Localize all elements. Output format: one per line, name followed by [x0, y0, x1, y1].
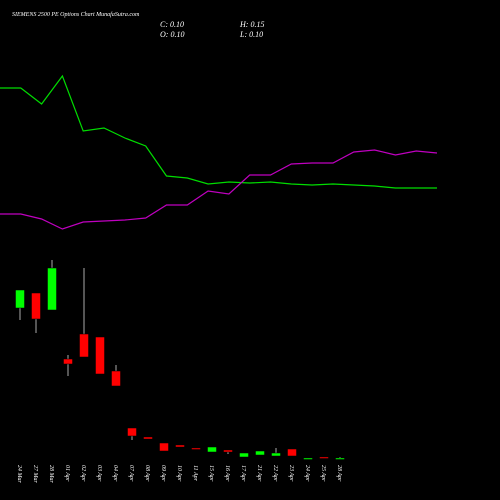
candle-body [95, 336, 105, 375]
x-tick-label: 03 Apr [96, 465, 102, 482]
candle-body [143, 436, 153, 440]
x-tick-label: 04 Apr [112, 465, 119, 482]
candle-body [159, 442, 169, 452]
candle-body [79, 333, 89, 358]
candle-body [271, 452, 281, 457]
x-tick-label: 23 Apr [288, 465, 294, 482]
x-tick-label: 02 Apr [80, 465, 86, 482]
x-tick-label: 16 Apr [224, 465, 230, 482]
candle-body [31, 292, 41, 320]
candle-body [47, 267, 57, 311]
candle-body [63, 358, 73, 365]
candle-body [303, 457, 313, 460]
chart-title: SIEMENS 2500 PE Options Chart MunafaSutr… [12, 11, 140, 18]
candle-body [175, 444, 185, 448]
x-tick-label: 25 Apr [320, 465, 326, 482]
x-tick-label: 24 Mar [16, 465, 23, 483]
candle-body [111, 370, 121, 387]
candle-body [223, 449, 233, 453]
x-tick-label: 21 Apr [256, 465, 262, 482]
x-tick-label: 11 Apr [192, 465, 198, 482]
x-tick-label: 08 Apr [144, 465, 150, 482]
candle-body [239, 452, 249, 458]
x-tick-label: 24 Apr [304, 465, 311, 482]
x-tick-label: 28 Mar [48, 465, 54, 483]
x-tick-label: 27 Mar [32, 465, 38, 483]
x-tick-label: 10 Apr [176, 465, 182, 482]
indicator-line [0, 149, 438, 230]
high-label: H: 0.15 [239, 20, 264, 29]
candle-body [191, 447, 201, 450]
indicator-line [0, 74, 437, 189]
candle-body [255, 450, 265, 456]
candle-body [319, 456, 329, 459]
x-tick-label: 01 Apr [64, 465, 70, 482]
x-tick-label: 15 Apr [208, 465, 214, 482]
candle-body [207, 446, 217, 453]
x-tick-label: 17 Apr [240, 465, 246, 482]
candle-body [15, 289, 25, 309]
candle-body [127, 427, 137, 437]
candle-body [287, 448, 297, 457]
low-label: L: 0.10 [239, 30, 263, 39]
open-label: O: 0.10 [160, 30, 184, 39]
x-tick-label: 22 Apr [272, 465, 278, 482]
close-label: C: 0.10 [160, 20, 184, 29]
x-tick-label: 09 Apr [160, 465, 166, 482]
x-tick-label: 07 Apr [128, 465, 134, 482]
candle-body [335, 457, 345, 460]
x-tick-label: 28 Apr [336, 465, 342, 482]
